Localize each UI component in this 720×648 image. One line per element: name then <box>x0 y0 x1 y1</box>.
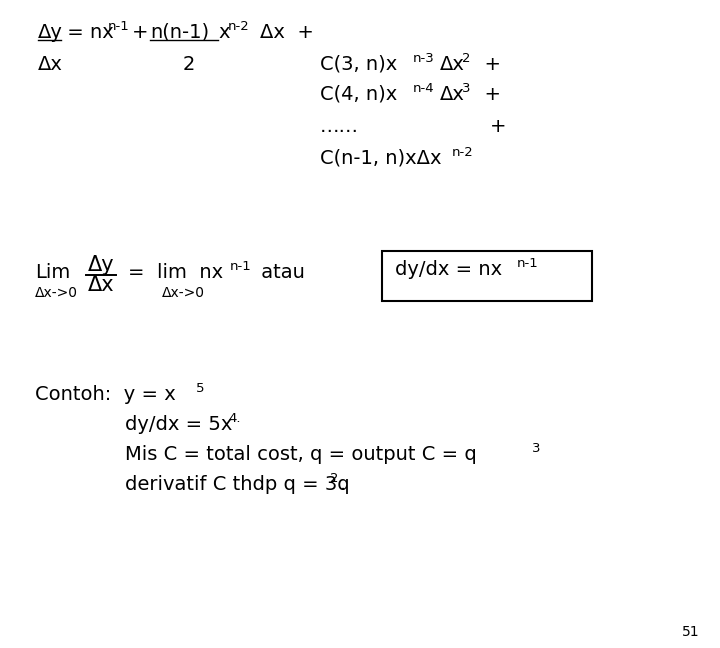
Text: Δy: Δy <box>88 255 114 275</box>
Text: C(n-1, n)xΔx: C(n-1, n)xΔx <box>320 149 441 168</box>
Text: n-2: n-2 <box>452 146 474 159</box>
Text: n-1: n-1 <box>517 257 539 270</box>
Text: 2: 2 <box>462 52 470 65</box>
Text: Δx->0: Δx->0 <box>162 286 205 300</box>
Text: Δx->0: Δx->0 <box>35 286 78 300</box>
Text: =  lim  nx: = lim nx <box>128 263 223 282</box>
Text: atau: atau <box>255 263 305 282</box>
Text: C(3, n)x: C(3, n)x <box>320 55 397 74</box>
Text: 2: 2 <box>330 472 338 485</box>
Text: C(4, n)x: C(4, n)x <box>320 85 397 104</box>
Text: n-4: n-4 <box>413 82 435 95</box>
Text: n-3: n-3 <box>413 52 435 65</box>
Text: +: + <box>132 23 155 42</box>
Text: x: x <box>218 23 230 42</box>
Text: 2: 2 <box>183 55 195 74</box>
Text: Δx: Δx <box>88 275 114 295</box>
Text: Mis C = total cost, q = output C = q: Mis C = total cost, q = output C = q <box>125 445 477 464</box>
Text: n(n-1): n(n-1) <box>150 23 209 42</box>
Text: .: . <box>340 475 346 494</box>
Text: Δx: Δx <box>440 55 465 74</box>
Text: dy/dx = nx: dy/dx = nx <box>395 260 502 279</box>
Text: Contoh:  y = x: Contoh: y = x <box>35 385 176 404</box>
Text: +: + <box>472 85 501 104</box>
FancyBboxPatch shape <box>382 251 592 301</box>
Text: = nx: = nx <box>61 23 114 42</box>
Text: 3: 3 <box>462 82 470 95</box>
Text: +: + <box>490 117 506 136</box>
Text: Δx  +: Δx + <box>260 23 314 42</box>
Text: Lim: Lim <box>35 263 71 282</box>
Text: Δy: Δy <box>38 23 63 42</box>
Text: Δx: Δx <box>440 85 465 104</box>
Text: 51: 51 <box>683 625 700 639</box>
Text: 5: 5 <box>196 382 204 395</box>
Text: n-2: n-2 <box>228 20 250 33</box>
Text: 4.: 4. <box>228 412 240 425</box>
Text: +: + <box>472 55 501 74</box>
Text: 3: 3 <box>532 442 541 455</box>
Text: derivatif C thdp q = 3q: derivatif C thdp q = 3q <box>125 475 350 494</box>
Text: ……: …… <box>320 117 359 136</box>
Text: n-1: n-1 <box>230 260 252 273</box>
Text: dy/dx = 5x: dy/dx = 5x <box>125 415 233 434</box>
Text: n-1: n-1 <box>108 20 130 33</box>
Text: Δx: Δx <box>38 55 63 74</box>
